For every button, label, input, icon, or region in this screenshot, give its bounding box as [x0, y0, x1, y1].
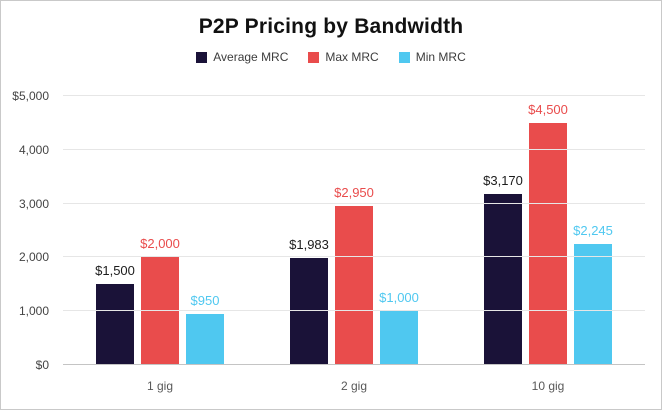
bar-groups: $1,500 $2,000 $950 $1,983 $2,950 $1,000 $3,170…	[63, 96, 645, 365]
y-tick-label: 2,000	[18, 250, 49, 265]
legend-item: Max MRC	[308, 50, 379, 64]
x-axis-labels: 1 gig 2 gig 10 gig	[63, 379, 645, 393]
gridline	[63, 148, 645, 150]
y-tick-label: 3,000	[18, 196, 49, 211]
y-tick-label: 4,000	[18, 142, 49, 157]
legend-label: Max MRC	[325, 50, 379, 64]
bar: $2,950	[334, 185, 374, 365]
x-axis-line	[63, 364, 645, 365]
legend-item: Min MRC	[398, 50, 466, 64]
bar: $1,000	[379, 290, 419, 365]
gridline	[63, 202, 645, 204]
y-tick-label: $0	[35, 358, 49, 372]
chart-title: P2P Pricing by Bandwidth	[198, 15, 464, 38]
bar-group: $1,983 $2,950 $1,000	[257, 96, 451, 365]
bar: $3,170	[483, 173, 523, 365]
legend-swatch	[308, 51, 320, 63]
bar-value-label: $950	[190, 292, 220, 308]
legend-label: Min MRC	[415, 50, 466, 64]
legend-swatch	[196, 51, 208, 63]
bar-value-label: $3,170	[483, 173, 523, 189]
x-category-label: 2 gig	[340, 379, 368, 393]
bar: $1,983	[289, 237, 329, 365]
bar: $4,500	[528, 102, 568, 365]
legend-item: Average MRC	[196, 50, 288, 64]
y-axis-labels: $0 1,000 2,000 3,000 4,000 $5,000	[1, 89, 53, 372]
gridline	[63, 95, 645, 96]
bar-value-label: $1,983	[289, 237, 329, 253]
bar: $2,000	[140, 236, 180, 365]
bar-group: $1,500 $2,000 $950	[63, 96, 257, 365]
bar-value-label: $2,245	[573, 223, 613, 239]
legend-swatch	[398, 51, 410, 63]
bar: $2,245	[573, 223, 613, 365]
bar: $950	[186, 293, 224, 365]
legend: Average MRC Max MRC Min MRC	[1, 50, 661, 64]
legend-label: Average MRC	[213, 50, 289, 64]
x-category-label: 10 gig	[531, 379, 565, 393]
bar-value-label: $4,500	[528, 101, 568, 117]
plot-area: $1,500 $2,000 $950 $1,983 $2,950 $1,000 $3,170…	[63, 95, 645, 365]
bar-value-label: $1,500	[95, 263, 135, 279]
x-category-label: 1 gig	[146, 379, 174, 393]
y-tick-label: $5,000	[12, 89, 49, 103]
bar-group: $3,170 $4,500 $2,245	[451, 96, 645, 365]
bar-value-label: $2,950	[334, 185, 374, 201]
gridline	[63, 256, 645, 258]
bar: $1,500	[95, 263, 135, 365]
bar-value-label: $1,000	[379, 290, 419, 306]
gridline	[63, 310, 645, 312]
bar-value-label: $2,000	[140, 236, 180, 252]
y-tick-label: 1,000	[18, 304, 49, 319]
